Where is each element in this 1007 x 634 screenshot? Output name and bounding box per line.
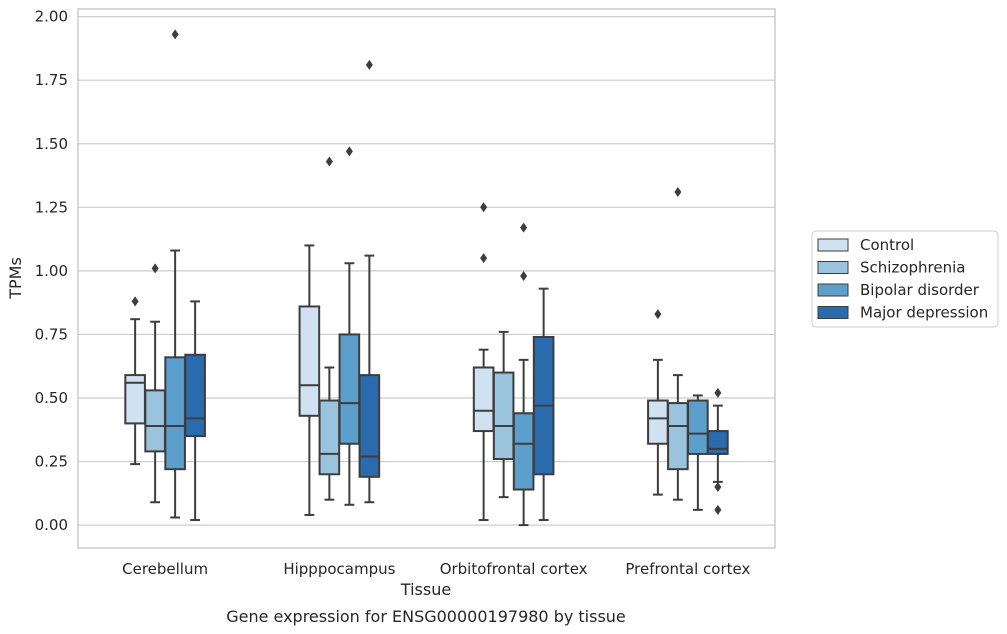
y-tick-label: 1.50 [35,135,68,153]
axes-frame [77,8,776,549]
series-control [124,202,669,522]
x-axis-label: Tissue [400,580,451,599]
y-axis-label: TPMs [6,257,25,300]
box [358,59,381,504]
outlier-point [654,309,662,320]
outlier-point [480,202,488,213]
outlier-point [171,29,179,40]
x-axis-ticks: Cerebellum Hipppocampus Orbitofrontal cort… [122,560,750,578]
x-tick-label: Hipppocampus [283,560,395,578]
outlier-point [480,253,488,264]
legend-label: Schizophrenia [860,259,965,277]
legend-item: Bipolar disorder [817,281,980,299]
box [667,187,689,501]
y-tick-label: 1.25 [35,198,68,216]
y-tick-label: 0.75 [35,325,68,343]
box-iqr [492,371,515,461]
outlier-point [714,504,722,515]
box-iqr [358,374,381,478]
box [318,156,341,501]
legend-item: Control [817,236,914,254]
box [512,222,535,527]
y-tick-label: 0.50 [35,389,68,407]
box-iqr [184,353,206,438]
y-axis-ticks: 0.00 0.25 0.50 0.75 1.00 1.25 1.50 1.75 2.00 [35,8,68,534]
legend-box [811,230,999,328]
legend-swatch [817,283,849,297]
series-bipolar-disorder [164,29,709,527]
box-iqr [512,412,535,491]
outlier-point [365,59,373,70]
legend-label: Control [860,236,914,254]
legend-swatch [817,261,849,274]
y-tick-label: 0.25 [35,453,68,471]
box [472,202,495,522]
box-iqr [707,430,729,455]
box-iqr [164,356,186,471]
legend-item: Schizophrenia [817,259,965,277]
box [124,296,146,466]
box [144,263,166,504]
outlier-point [520,270,528,281]
y-tick-label: 2.00 [35,8,68,26]
box-iqr [338,333,361,445]
chart-caption: Gene expression for ENSG00000197980 by t… [226,607,626,626]
box-iqr [647,399,669,445]
outlier-point [520,222,528,233]
series-major-depression [184,59,729,522]
outlier-point [325,156,333,167]
legend-swatch [817,306,849,319]
box-iqr [667,402,689,471]
outlier-point [714,481,722,492]
x-tick-label: Prefrontal cortex [625,560,750,578]
box-iqr [144,389,166,453]
box [164,29,186,519]
box-iqr [687,399,709,455]
outlier-point [714,387,722,398]
plot-border [77,8,776,549]
y-tick-label: 1.00 [35,262,68,280]
plot-area [124,29,729,527]
y-tick-label: 0.00 [35,516,68,534]
box [298,244,321,516]
box-iqr [318,399,341,476]
x-tick-label: Orbitofrontal cortex [440,560,588,578]
legend-item: Major depression [817,304,988,322]
box [707,387,729,515]
series-schizophrenia [144,156,689,504]
legend-label: Major depression [860,304,988,322]
legend: Control Schizophrenia Bipolar disorder Majo… [811,230,999,328]
box [492,330,515,499]
outlier-point [674,187,682,198]
outlier-point [131,296,139,307]
outlier-point [151,263,159,274]
legend-label: Bipolar disorder [860,281,980,299]
box [532,287,555,522]
x-tick-label: Cerebellum [122,560,208,578]
box [687,394,709,511]
box [184,300,206,522]
box-iqr [472,366,495,433]
outlier-point [345,146,353,157]
box [338,146,361,506]
box-iqr [298,305,321,417]
box [647,309,669,496]
legend-swatch [817,238,849,252]
y-tick-label: 1.75 [35,71,68,89]
